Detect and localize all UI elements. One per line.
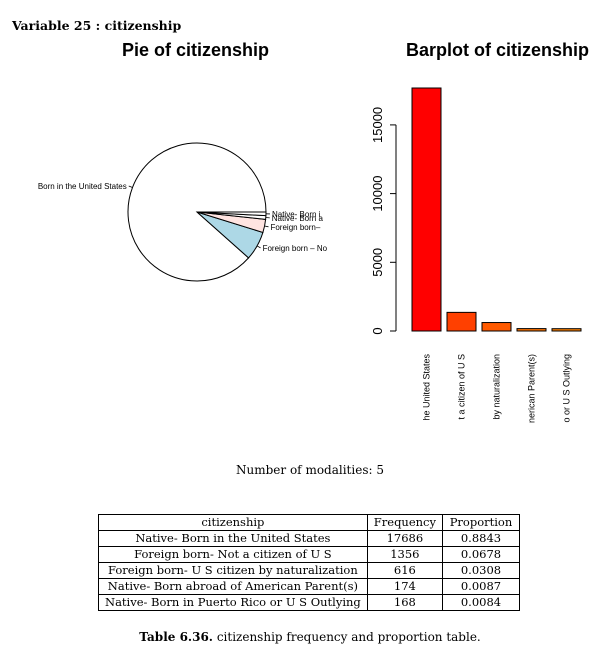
bar xyxy=(551,328,582,332)
category-cell: Foreign born- Not a citizen of U S xyxy=(98,546,368,563)
bar xyxy=(481,322,512,332)
category-cell: Native- Born in Puerto Rico or U S Outly… xyxy=(98,594,368,611)
category-cell: Native- Born in the United States xyxy=(98,530,368,547)
bar xyxy=(411,87,442,332)
category-cell: Native- Born abroad of American Parent(s… xyxy=(98,578,368,595)
y-tick-label: 15000 xyxy=(370,107,385,143)
proportion-cell: 0.0308 xyxy=(441,562,520,579)
pie-slice-label: Foreign born– xyxy=(270,223,320,232)
pie-chart: Born in the United States Foreign born – … xyxy=(38,142,328,282)
pie-label-leader xyxy=(264,225,269,228)
x-tick-label: t a citizen of U S xyxy=(457,354,467,420)
bar xyxy=(446,311,477,332)
frequency-cell: 1356 xyxy=(366,546,443,563)
proportion-cell: 0.0084 xyxy=(441,594,520,611)
y-tick-label: 10000 xyxy=(370,176,385,212)
x-tick-label: nerican Parent(s) xyxy=(527,354,537,423)
category-cell: Foreign born- U S citizen by naturalizat… xyxy=(98,562,368,579)
table-row: Native- Born in Puerto Rico or U S Outly… xyxy=(98,594,520,611)
column-header: Proportion xyxy=(441,514,520,531)
table-caption: Table 6.36. citizenship frequency and pr… xyxy=(0,630,612,644)
pie-label-leader xyxy=(128,185,133,188)
column-header: Frequency xyxy=(366,514,443,531)
pie-slice-label: Foreign born – No xyxy=(263,244,328,253)
bar-chart: 0 5000 10000 15000 he United States t a citiz… xyxy=(370,87,582,423)
proportion-cell: 0.0087 xyxy=(441,578,520,595)
x-tick-label: o or U S Outlying xyxy=(562,354,572,423)
variable-header: Variable 25 : citizenship xyxy=(12,18,182,33)
table-row: Native- Born abroad of American Parent(s… xyxy=(98,578,520,595)
bar-chart-title: Barplot of citizenship xyxy=(406,40,590,60)
proportion-cell: 0.8843 xyxy=(441,530,520,547)
pie-slice-label: Native- Born a xyxy=(272,214,324,223)
pie-chart-title: Pie of citizenship xyxy=(122,40,270,60)
y-tick-label: 5000 xyxy=(370,248,385,277)
frequency-table: citizenship Frequency Proportion Native-… xyxy=(98,514,520,611)
table-row: Native- Born in the United States 17686 … xyxy=(98,530,520,547)
pie-slice-label: Born in the United States xyxy=(38,182,127,191)
table-header-row: citizenship Frequency Proportion xyxy=(98,514,520,531)
proportion-cell: 0.0678 xyxy=(441,546,520,563)
frequency-cell: 174 xyxy=(366,578,443,595)
y-tick-label: 0 xyxy=(370,327,385,334)
caption-text: citizenship frequency and proportion tab… xyxy=(216,630,481,644)
frequency-cell: 168 xyxy=(366,594,443,611)
modalities-count: Number of modalities: 5 xyxy=(236,463,384,477)
frequency-cell: 616 xyxy=(366,562,443,579)
table-row: Foreign born- U S citizen by naturalizat… xyxy=(98,562,520,579)
pie-label-leader xyxy=(256,245,261,249)
column-header: citizenship xyxy=(98,514,368,531)
table-row: Foreign born- Not a citizen of U S 1356 … xyxy=(98,546,520,563)
caption-label: Table 6.36. xyxy=(139,630,213,644)
frequency-cell: 17686 xyxy=(366,530,443,547)
x-tick-label: by naturalization xyxy=(492,354,502,420)
pie-slice-label: Native- Born i xyxy=(272,210,321,219)
x-tick-label: he United States xyxy=(422,354,432,421)
bar xyxy=(516,328,547,332)
